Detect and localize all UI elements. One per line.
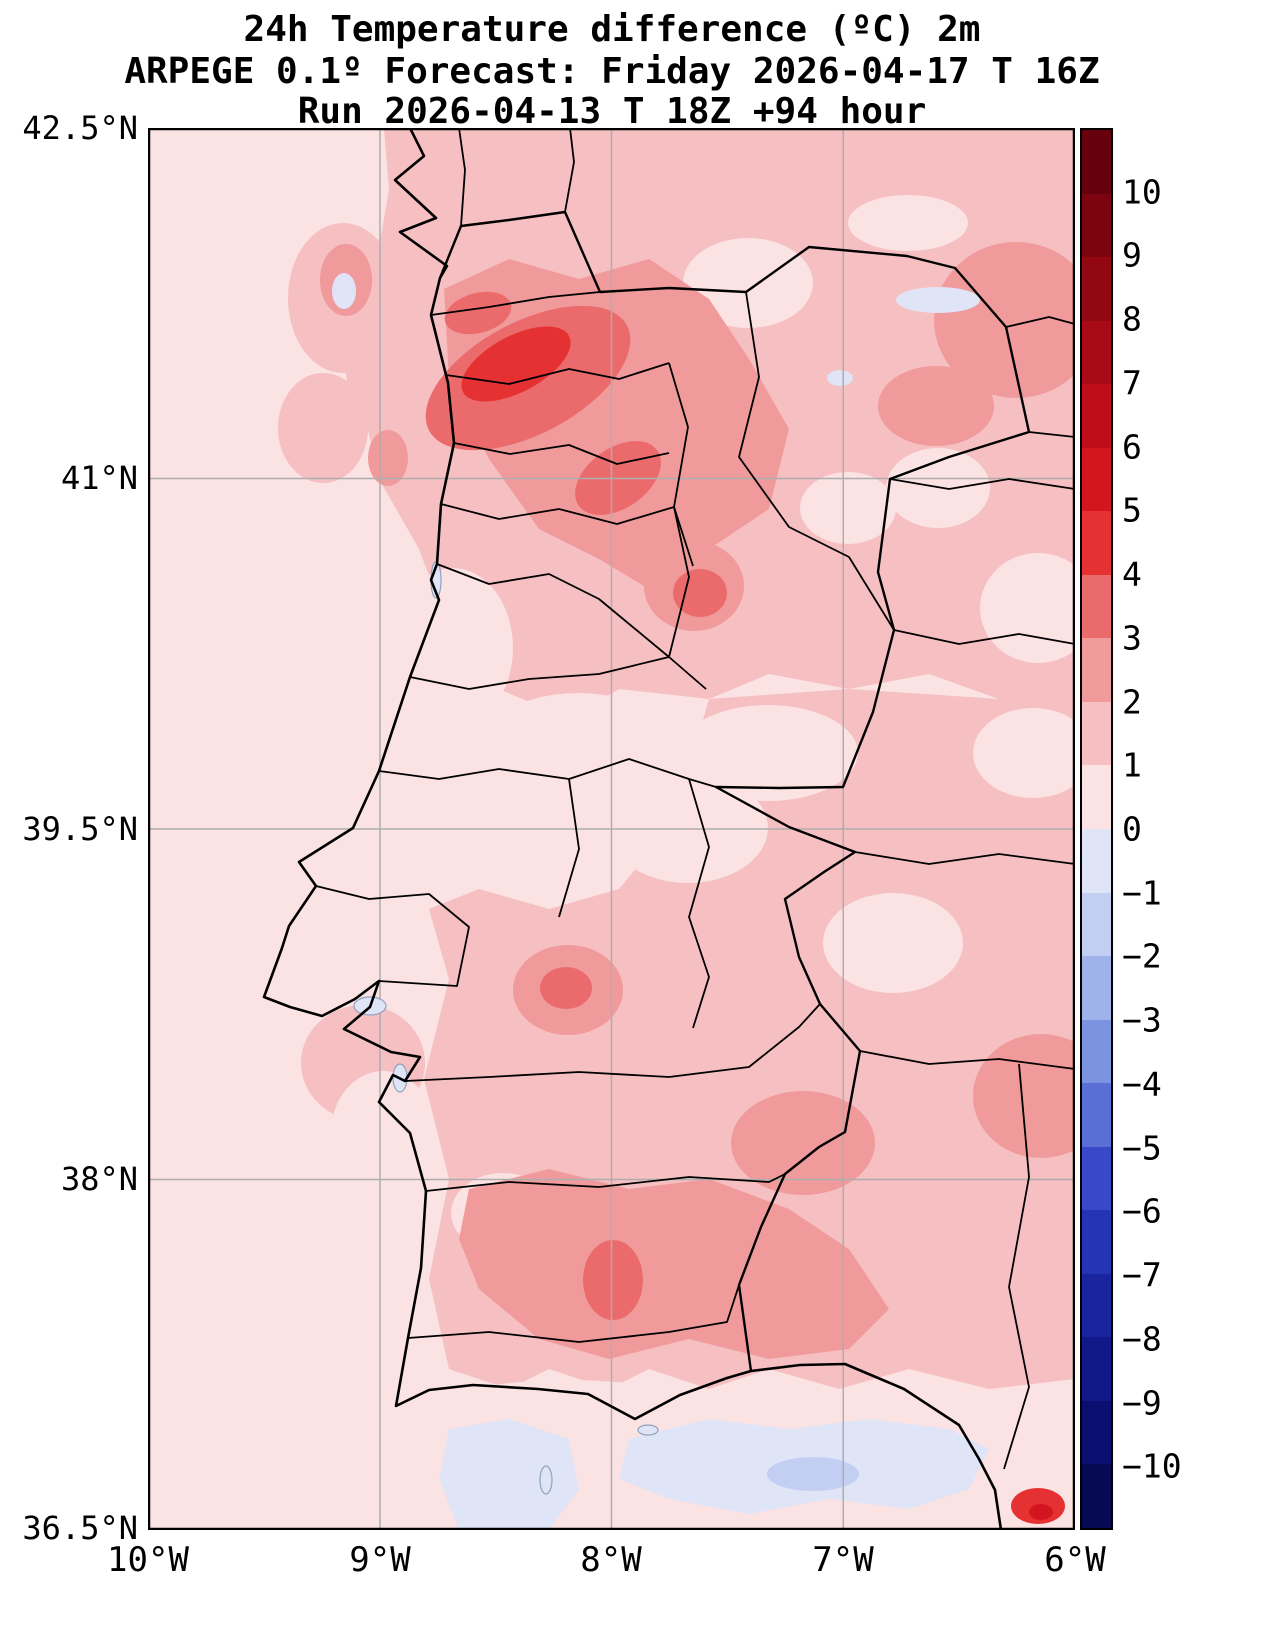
chart-title: 24h Temperature difference (ºC) 2m <box>243 9 981 50</box>
y-tick-41n: 41°N <box>60 459 138 497</box>
colorbar-tick-label: 5 <box>1122 490 1142 530</box>
colorbar-band <box>1082 1019 1111 1084</box>
colorbar-tick-label: 10 <box>1122 172 1162 212</box>
chart-subtitle-forecast: ARPEGE 0.1º Forecast: Friday 2026-04-17 … <box>124 51 1100 92</box>
colorbar-tick-label: 7 <box>1122 363 1142 403</box>
x-tick-7w: 7°W <box>812 1540 874 1580</box>
colorbar-band <box>1082 1400 1111 1465</box>
colorbar-band <box>1082 257 1111 321</box>
colorbar-band <box>1082 1146 1111 1211</box>
colorbar-tick-label: 0 <box>1122 809 1142 849</box>
colorbar-band <box>1082 130 1111 194</box>
colorbar-band <box>1082 320 1111 385</box>
colorbar-band <box>1082 1210 1111 1274</box>
field-band-2-3 <box>320 242 1075 1359</box>
field-band-negative <box>332 273 989 1530</box>
x-tick-6w: 6°W <box>1044 1540 1106 1580</box>
colorbar-tick-label: 8 <box>1122 299 1142 339</box>
colorbar-band <box>1082 384 1111 448</box>
colorbar-band <box>1082 1337 1111 1401</box>
colorbar-band <box>1082 638 1111 702</box>
colorbar-band <box>1082 1083 1111 1147</box>
colorbar-tick-label: −7 <box>1122 1255 1162 1295</box>
temperature-map-svg <box>148 128 1075 1530</box>
colorbar-band <box>1082 829 1111 893</box>
colorbar-band <box>1082 765 1111 830</box>
colorbar-band <box>1082 956 1111 1020</box>
district-boundaries <box>315 128 1075 1470</box>
colorbar-tick-label: −10 <box>1122 1446 1182 1486</box>
colorbar-tick-label: −3 <box>1122 1000 1162 1040</box>
colorbar-band <box>1082 511 1111 575</box>
x-tick-8w: 8°W <box>580 1540 642 1580</box>
colorbar-band <box>1082 447 1111 512</box>
colorbar-tick-label: −1 <box>1122 873 1162 913</box>
map-plot <box>148 128 1075 1530</box>
y-tick-42-5n: 42.5°N <box>22 109 138 147</box>
x-tick-10w: 10°W <box>107 1540 189 1580</box>
plot-frame <box>148 128 1075 1530</box>
grid-lines <box>148 128 1075 1530</box>
chart-subtitle-run: Run 2026-04-13 T 18Z +94 hour <box>297 91 927 132</box>
y-tick-39-5n: 39.5°N <box>22 810 138 848</box>
colorbar-band <box>1082 701 1111 766</box>
colorbar-tick-label: 1 <box>1122 745 1142 785</box>
colorbar-band <box>1082 1273 1111 1338</box>
colorbar-tick-label: −4 <box>1122 1064 1162 1104</box>
colorbar-band <box>1082 574 1111 639</box>
colorbar-tick-label: 3 <box>1122 618 1142 658</box>
x-tick-9w: 9°W <box>349 1540 411 1580</box>
colorbar-tick-label: 9 <box>1122 235 1142 275</box>
y-tick-38n: 38°N <box>60 1160 138 1198</box>
field-band-4-5 <box>461 326 1065 1524</box>
coastline <box>262 128 1003 1530</box>
y-tick-36-5n: 36.5°N <box>22 1509 138 1547</box>
colorbar-tick-label: 6 <box>1122 427 1142 467</box>
colorbar-band <box>1082 1464 1111 1529</box>
colorbar-tick-label: 2 <box>1122 682 1142 722</box>
colorbar-tick-label: 4 <box>1122 554 1142 594</box>
colorbar-tick-label: −8 <box>1122 1319 1162 1359</box>
country-border <box>438 210 1031 1372</box>
colorbar-tick-label: −5 <box>1122 1128 1162 1168</box>
colorbar-tick-label: −9 <box>1122 1383 1162 1423</box>
colorbar-band <box>1082 193 1111 258</box>
colorbar <box>1080 128 1113 1530</box>
colorbar-tick-label: −2 <box>1122 936 1162 976</box>
colorbar-tick-label: −6 <box>1122 1191 1162 1231</box>
colorbar-band <box>1082 892 1111 957</box>
colorbar-tick-labels: 10 9 8 7 6 5 4 3 2 1 0 −1 −2 −3 −4 −5 −6 −7 −8 −9 −10 <box>1122 128 1242 1530</box>
